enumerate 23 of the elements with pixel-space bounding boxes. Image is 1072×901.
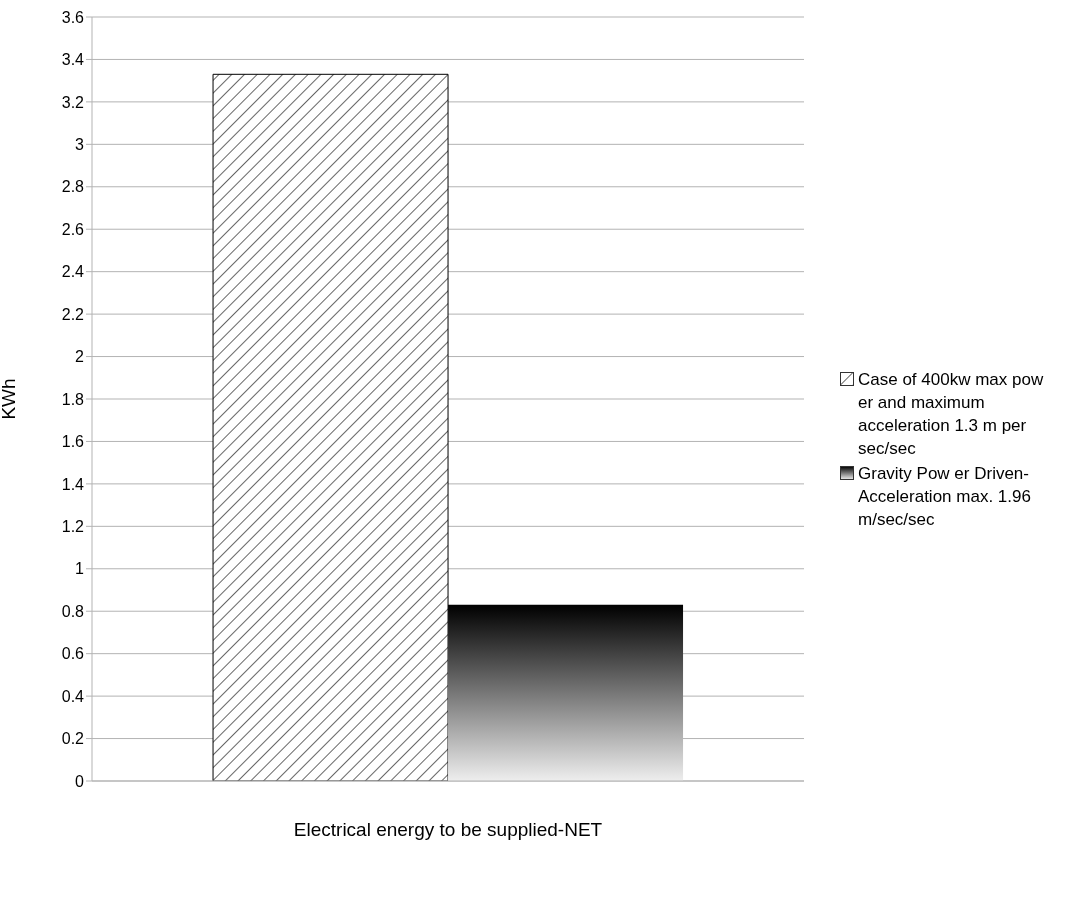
y-tick-label: 3.4 [61,51,85,69]
y-tick-label: 2.8 [61,178,85,196]
y-tick-label: 1.4 [61,475,85,493]
y-tick-label: 2 [75,348,85,366]
y-tick-label: 1.6 [61,433,85,451]
y-tick-label: 0.6 [61,645,85,663]
y-tick-label: 3.2 [61,93,85,111]
y-tick-label: 0.2 [61,730,85,748]
y-axis-title: KWh [0,378,19,420]
y-tick-label: 2.4 [61,263,85,281]
y-tick-label: 1 [75,560,85,578]
legend-label: Gravity Pow er Driven-Acceleration max. 1.96 m/sec/sec [858,463,1032,531]
y-tick-label: 3.6 [61,8,85,26]
y-tick-label: 1.2 [61,518,85,536]
x-axis-title: Electrical energy to be supplied-NET [293,819,603,840]
y-tick-label: 1.8 [61,390,85,408]
y-tick-label: 3 [75,136,85,154]
y-tick-label: 0.4 [61,687,85,705]
y-tick-label: 0.8 [61,602,85,620]
y-tick-label: 2.6 [61,220,85,238]
y-tick-label: 2.2 [61,305,85,323]
y-tick-label: 0 [75,772,85,790]
legend-label: Case of 400kw max pow er and maximum acceleration 1.3 m per sec/sec [858,369,1045,460]
